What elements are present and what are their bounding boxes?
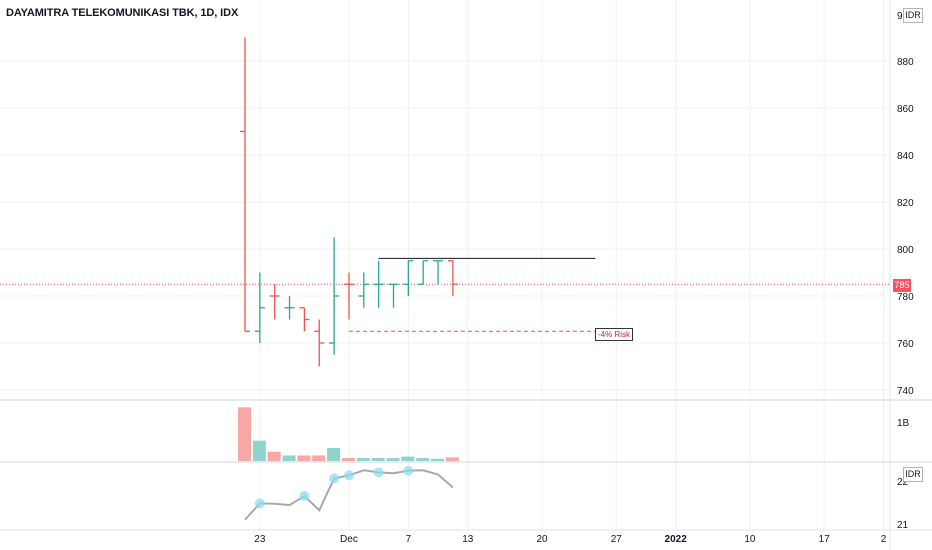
volume-bar xyxy=(401,456,415,461)
indicator-tick-label: 21 xyxy=(897,520,909,531)
ohlc-bar xyxy=(269,284,280,320)
ohlc-bar xyxy=(329,237,340,355)
price-tick-label: 800 xyxy=(897,245,914,256)
currency-badge-indicator[interactable]: IDR xyxy=(903,467,923,482)
time-tick-label: 27 xyxy=(611,534,623,545)
volume-bar xyxy=(386,458,400,461)
time-tick-label: 13 xyxy=(462,534,474,545)
indicator-marker xyxy=(329,473,340,484)
price-tick-label: 880 xyxy=(897,57,914,68)
time-tick-label: 10 xyxy=(744,534,756,545)
volume-bar xyxy=(252,440,266,461)
ohlc-bars xyxy=(240,37,458,367)
volume-bar xyxy=(416,458,430,461)
price-tick-label: 740 xyxy=(897,386,914,397)
time-tick-label: 7 xyxy=(406,534,412,545)
ohlc-bar xyxy=(299,307,310,332)
time-tick-label: 20 xyxy=(536,534,548,545)
ohlc-bar xyxy=(343,272,354,320)
ohlc-bar xyxy=(254,272,265,343)
indicator-marker xyxy=(299,491,310,502)
grid xyxy=(0,0,890,530)
price-tick-label: 760 xyxy=(897,339,914,350)
ohlc-bar xyxy=(447,260,458,296)
time-tick-label: 2022 xyxy=(665,534,688,545)
volume-bar xyxy=(445,457,459,461)
last-price-tag: 785 xyxy=(893,279,911,292)
time-axis[interactable]: 23 Dec 7 13 20 27 2022 10 17 2 xyxy=(254,534,886,545)
ohlc-bar xyxy=(284,296,295,320)
volume-bar xyxy=(431,458,445,461)
volume-bar xyxy=(282,455,296,461)
volume-bar xyxy=(238,407,251,461)
ohlc-bar xyxy=(403,260,414,296)
ohlc-bar xyxy=(373,260,384,308)
volume-bar xyxy=(297,455,311,461)
indicator-pane: 21 22 xyxy=(244,465,909,531)
ohlc-bar xyxy=(240,37,250,332)
indicator-tick-label: 22 xyxy=(897,477,909,488)
ohlc-bar xyxy=(314,319,325,367)
indicator-marker xyxy=(254,498,265,509)
indicator-marker xyxy=(373,467,384,478)
time-tick-label: 23 xyxy=(254,534,266,545)
currency-badge-main[interactable]: IDR xyxy=(903,8,923,23)
price-axis[interactable]: 740760780800820840860880900 xyxy=(897,11,914,397)
risk-label[interactable]: -4% Risk xyxy=(595,328,634,341)
indicator-marker xyxy=(343,470,354,481)
volume-bar xyxy=(312,455,326,461)
chart-title: DAYAMITRA TELEKOMUNIKASI TBK, 1D, IDX xyxy=(6,7,239,19)
price-tick-label: 840 xyxy=(897,151,914,162)
time-tick-label: 17 xyxy=(819,534,831,545)
volume-bar xyxy=(356,458,370,461)
ohlc-bar xyxy=(433,260,444,285)
price-tick-label: 860 xyxy=(897,104,914,115)
volume-pane: 1B xyxy=(238,407,910,461)
indicator-marker xyxy=(403,465,414,476)
volume-bar xyxy=(341,458,355,461)
ohlc-bar xyxy=(358,272,369,308)
volume-bar xyxy=(371,458,385,461)
time-tick-label: Dec xyxy=(340,534,358,545)
volume-tick-label: 1B xyxy=(897,418,910,429)
volume-bar xyxy=(267,451,281,461)
time-tick-label: 2 xyxy=(881,534,887,545)
ohlc-bar xyxy=(388,283,399,308)
price-tick-label: 780 xyxy=(897,292,914,303)
ohlc-bar xyxy=(418,260,429,285)
drawn-lines[interactable] xyxy=(348,257,596,332)
volume-bar xyxy=(327,448,341,461)
price-tick-label: 820 xyxy=(897,198,914,209)
